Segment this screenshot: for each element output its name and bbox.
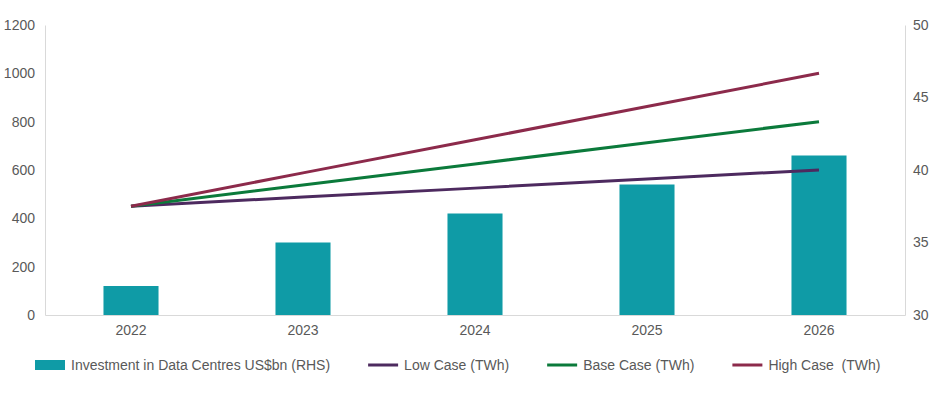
tick: 50: [905, 17, 929, 33]
tick: 2025: [631, 315, 662, 338]
legend-swatch: [368, 364, 398, 367]
tick: 800: [12, 114, 45, 130]
bar: [447, 214, 502, 316]
tick-label: 2023: [287, 322, 318, 338]
legend-item: Investment in Data Centres US$bn (RHS): [35, 357, 330, 373]
legend-label: Low Case (TWh): [404, 357, 509, 373]
tick-label: 45: [913, 89, 929, 105]
bar-series: [103, 156, 846, 316]
marks: [103, 73, 846, 315]
legend-item: High Case (TWh): [732, 357, 880, 373]
legend-label: Investment in Data Centres US$bn (RHS): [71, 357, 330, 373]
legend-item: Base Case (TWh): [547, 357, 694, 373]
legend-label: Base Case (TWh): [583, 357, 694, 373]
tick-label: 600: [12, 162, 36, 178]
axis-line: [905, 26, 906, 316]
x-axis: 2022 2023 2024 2025 2026: [46, 315, 906, 338]
tick: 2023: [287, 315, 318, 338]
y2-axis: 30 35 40 45 50: [905, 17, 929, 323]
plot: 0200400600800100012003035404550202220232…: [4, 17, 929, 338]
tick: 2026: [803, 315, 834, 338]
legend-label: High Case (TWh): [768, 357, 880, 373]
tick-label: 40: [913, 162, 929, 178]
tick: 1200: [4, 17, 45, 33]
tick: 45: [905, 89, 929, 105]
tick: 1000: [4, 65, 45, 81]
tick: 0: [27, 307, 45, 323]
tick: 30: [905, 307, 929, 323]
axis-line: [46, 315, 906, 316]
legend-swatch: [547, 364, 577, 367]
tick-label: 400: [12, 210, 36, 226]
tick: 400: [12, 210, 45, 226]
bar: [619, 185, 674, 316]
tick-label: 1200: [4, 17, 35, 33]
tick-label: 200: [12, 259, 36, 275]
tick-label: 35: [913, 234, 929, 250]
tick-label: 30: [913, 307, 929, 323]
y-axis: 0 200 400 600 800 1000 1200: [4, 17, 46, 323]
tick: 2024: [459, 315, 490, 338]
tick-label: 1000: [4, 65, 35, 81]
bar: [103, 286, 158, 315]
tick: 2022: [115, 315, 146, 338]
line: [131, 122, 819, 207]
tick-label: 2022: [115, 322, 146, 338]
legend: Investment in Data Centres US$bn (RHS) Lo…: [35, 357, 880, 373]
tick-label: 2025: [631, 322, 662, 338]
line: [131, 170, 819, 206]
tick: 40: [905, 162, 929, 178]
line: [131, 73, 819, 206]
tick: 600: [12, 162, 45, 178]
legend-swatch: [35, 360, 65, 370]
tick: 35: [905, 234, 929, 250]
bar: [791, 156, 846, 316]
tick-label: 2024: [459, 322, 490, 338]
legend-swatch: [732, 364, 762, 367]
chart: 0200400600800100012003035404550202220232…: [0, 0, 940, 395]
tick-label: 0: [27, 307, 35, 323]
tick-label: 50: [913, 17, 929, 33]
tick: 200: [12, 259, 45, 275]
axis-line: [45, 26, 46, 316]
tick-label: 2026: [803, 322, 834, 338]
tick-label: 800: [12, 114, 36, 130]
bar: [275, 243, 330, 316]
legend-item: Low Case (TWh): [368, 357, 509, 373]
